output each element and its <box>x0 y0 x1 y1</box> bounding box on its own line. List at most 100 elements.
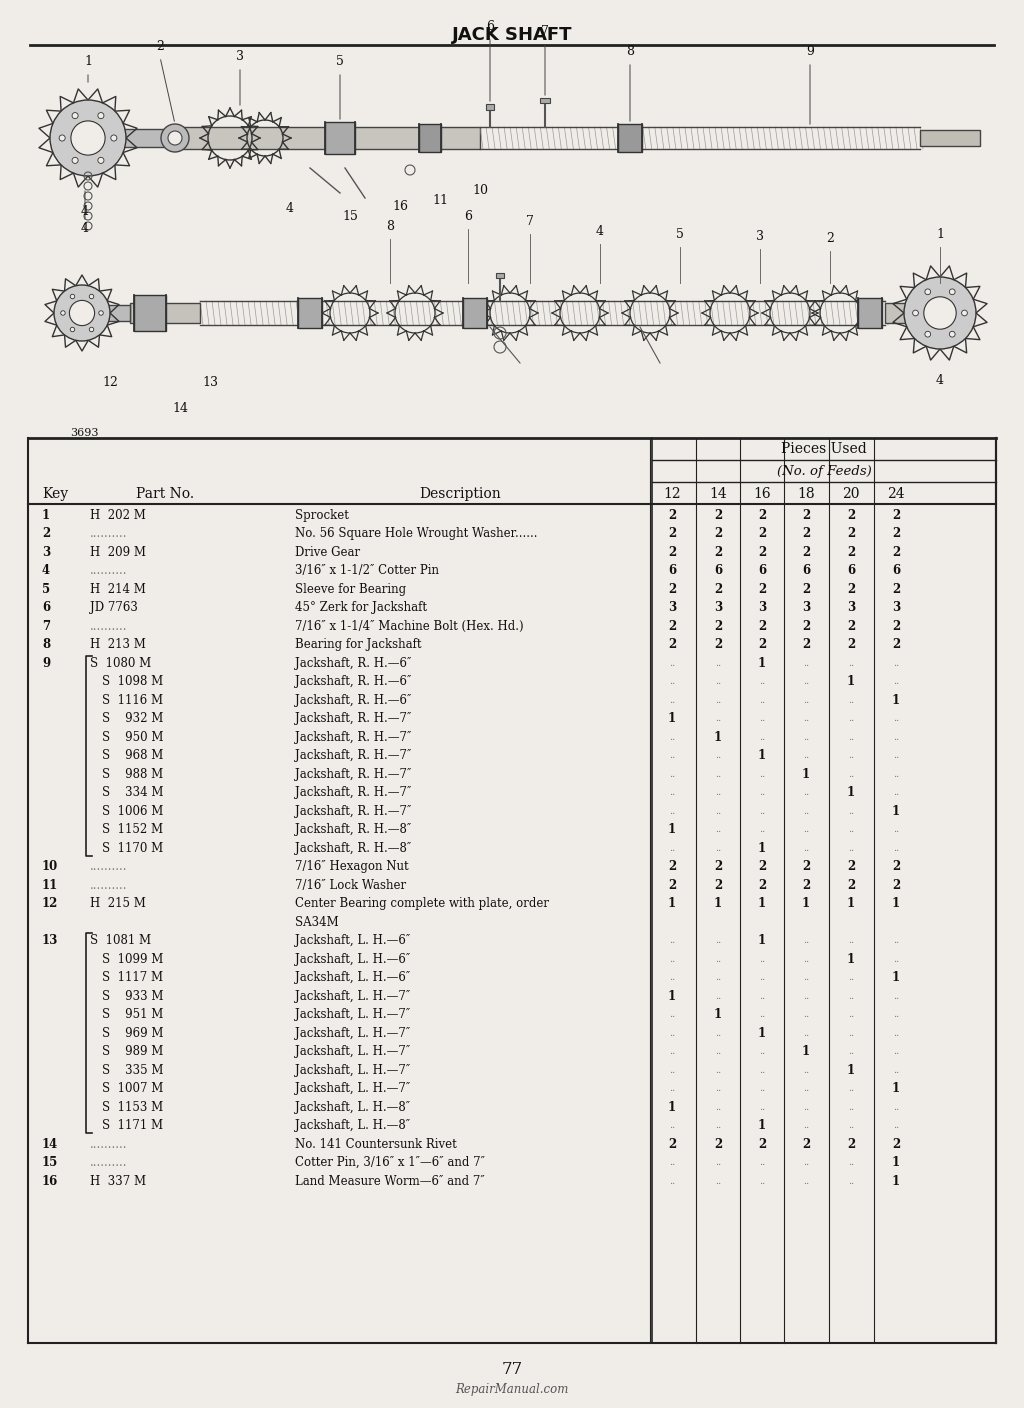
Text: ..: .. <box>803 788 809 797</box>
Circle shape <box>168 131 182 145</box>
Text: RepairManual.com: RepairManual.com <box>456 1384 568 1397</box>
Bar <box>325 122 355 153</box>
Text: 11: 11 <box>432 193 449 207</box>
Circle shape <box>50 100 126 176</box>
Text: ..: .. <box>669 770 675 779</box>
Text: 2: 2 <box>714 1138 722 1150</box>
Text: 12: 12 <box>664 487 681 501</box>
Text: ..: .. <box>848 732 854 742</box>
Text: 1: 1 <box>892 694 900 707</box>
Text: 3: 3 <box>756 230 764 244</box>
Text: 2: 2 <box>892 638 900 650</box>
Text: 1: 1 <box>802 767 810 780</box>
Text: S  1153 M: S 1153 M <box>102 1101 163 1114</box>
Text: 18: 18 <box>798 487 815 501</box>
Text: 4: 4 <box>286 201 294 214</box>
Text: ..: .. <box>848 770 854 779</box>
Text: ..: .. <box>669 1010 675 1019</box>
Text: ..........: .......... <box>90 879 128 891</box>
Text: 2: 2 <box>892 583 900 596</box>
Text: S    969 M: S 969 M <box>102 1026 164 1039</box>
Text: S    951 M: S 951 M <box>102 1008 164 1021</box>
Circle shape <box>89 294 94 298</box>
Text: S  1098 M: S 1098 M <box>102 674 163 689</box>
Text: ..: .. <box>803 732 809 742</box>
Text: 1: 1 <box>758 934 766 948</box>
Text: 1: 1 <box>668 712 676 725</box>
Text: H  337 M: H 337 M <box>90 1174 146 1187</box>
Text: S    989 M: S 989 M <box>102 1045 164 1057</box>
Text: 8: 8 <box>386 220 394 232</box>
Text: ..: .. <box>669 1066 675 1074</box>
Text: 7: 7 <box>526 215 534 228</box>
Text: S  1006 M: S 1006 M <box>102 804 164 818</box>
Text: ..: .. <box>803 1121 809 1131</box>
Text: H  213 M: H 213 M <box>90 638 145 650</box>
Bar <box>130 303 200 322</box>
Text: 2: 2 <box>668 879 676 891</box>
Text: Jackshaft, R. H.—7″: Jackshaft, R. H.—7″ <box>295 786 412 800</box>
Text: 1: 1 <box>668 1101 676 1114</box>
Text: 3: 3 <box>892 601 900 614</box>
Text: ..: .. <box>715 936 721 945</box>
Text: ..: .. <box>715 1102 721 1111</box>
Text: 1: 1 <box>892 1174 900 1187</box>
Text: Cotter Pin, 3/16″ x 1″—6″ and 7″: Cotter Pin, 3/16″ x 1″—6″ and 7″ <box>295 1156 485 1169</box>
Text: 14: 14 <box>42 1138 58 1150</box>
Text: Center Bearing complete with plate, order: Center Bearing complete with plate, orde… <box>295 897 549 910</box>
Text: 2: 2 <box>714 620 722 632</box>
Text: 6: 6 <box>847 565 855 577</box>
Text: ..........: .......... <box>90 565 128 577</box>
Text: 1: 1 <box>892 972 900 984</box>
Text: ..: .. <box>669 788 675 797</box>
Text: ..: .. <box>848 807 854 815</box>
Text: S    334 M: S 334 M <box>102 786 164 800</box>
Text: 12: 12 <box>42 897 58 910</box>
Text: ..: .. <box>893 843 899 853</box>
Text: 6: 6 <box>892 565 900 577</box>
Text: 2: 2 <box>758 583 766 596</box>
Text: S  1099 M: S 1099 M <box>102 953 164 966</box>
Text: ..: .. <box>803 936 809 945</box>
Text: 2: 2 <box>802 508 810 521</box>
Text: 2: 2 <box>758 620 766 632</box>
Text: 4: 4 <box>42 565 50 577</box>
Text: ..: .. <box>759 825 765 834</box>
Text: 2: 2 <box>714 527 722 541</box>
Text: ..: .. <box>848 1177 854 1186</box>
Text: ..: .. <box>893 770 899 779</box>
Text: 2: 2 <box>802 527 810 541</box>
Text: 2: 2 <box>847 1138 855 1150</box>
Text: ..: .. <box>893 659 899 667</box>
Text: 6: 6 <box>464 210 472 222</box>
Text: Jackshaft, L. H.—7″: Jackshaft, L. H.—7″ <box>295 990 411 1002</box>
Text: ..: .. <box>715 714 721 724</box>
Text: 2: 2 <box>714 583 722 596</box>
Text: Jackshaft, L. H.—6″: Jackshaft, L. H.—6″ <box>295 934 411 948</box>
Text: ..: .. <box>803 973 809 983</box>
Text: 1: 1 <box>847 786 855 800</box>
Text: 2: 2 <box>758 638 766 650</box>
Circle shape <box>60 311 66 315</box>
Text: 1: 1 <box>847 897 855 910</box>
Text: Drive Gear: Drive Gear <box>295 545 360 559</box>
Circle shape <box>925 289 931 294</box>
Text: 2: 2 <box>892 527 900 541</box>
Text: ..: .. <box>893 1010 899 1019</box>
Text: 12: 12 <box>102 376 118 390</box>
Bar <box>90 131 120 145</box>
Text: ..: .. <box>759 770 765 779</box>
Text: ..: .. <box>803 1029 809 1038</box>
Text: ..: .. <box>759 1177 765 1186</box>
Text: 2: 2 <box>802 879 810 891</box>
Text: 1: 1 <box>847 674 855 689</box>
Text: 2: 2 <box>826 232 834 245</box>
Text: 2: 2 <box>668 1138 676 1150</box>
Text: 14: 14 <box>710 487 727 501</box>
Text: 10: 10 <box>472 183 488 197</box>
Text: 4: 4 <box>81 221 89 235</box>
Text: Jackshaft, R. H.—7″: Jackshaft, R. H.—7″ <box>295 712 412 725</box>
Text: 2: 2 <box>668 527 676 541</box>
Text: 1: 1 <box>758 1119 766 1132</box>
Text: 7/16″ x 1-1/4″ Machine Bolt (Hex. Hd.): 7/16″ x 1-1/4″ Machine Bolt (Hex. Hd.) <box>295 620 523 632</box>
